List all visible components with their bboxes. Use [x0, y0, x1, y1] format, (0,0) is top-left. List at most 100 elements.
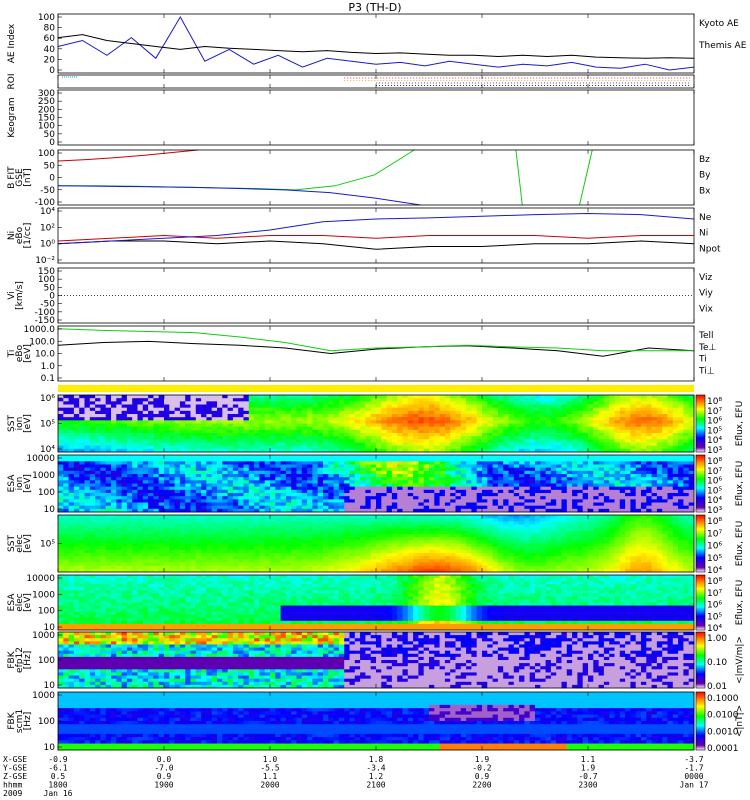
heatmap-cell	[630, 436, 637, 440]
heatmap-cell	[360, 395, 366, 399]
heatmap-cell	[201, 508, 207, 513]
heatmap-cell	[391, 458, 398, 462]
heatmap-cell	[429, 398, 435, 402]
heatmap-cell	[450, 458, 456, 462]
heatmap-cell	[174, 404, 181, 409]
heatmap-cell	[95, 565, 101, 570]
heatmap-cell	[482, 436, 488, 440]
heatmap-cell	[535, 407, 541, 412]
heatmap-cell	[84, 553, 91, 557]
heatmap-cell	[476, 486, 483, 491]
heatmap-cell	[487, 496, 493, 500]
heatmap-cell	[317, 499, 324, 503]
heatmap-cell	[142, 534, 149, 538]
heatmap-cell	[386, 474, 393, 478]
heatmap-cell	[201, 420, 207, 424]
heatmap-cell	[444, 455, 451, 459]
heatmap-cell	[391, 423, 398, 428]
heatmap-cell	[158, 395, 165, 399]
heatmap-cell	[275, 407, 281, 412]
heatmap-cell	[482, 455, 488, 459]
heatmap-cell	[460, 458, 467, 462]
heatmap-cell	[492, 502, 499, 507]
heatmap-cell	[158, 546, 165, 551]
heatmap-cell	[349, 448, 356, 453]
heatmap-cell	[254, 417, 260, 421]
heatmap-cell	[312, 401, 319, 405]
heatmap-cell	[492, 493, 499, 497]
heatmap-cell	[63, 398, 69, 402]
heatmap-cell	[169, 445, 175, 450]
heatmap-cell	[561, 455, 568, 459]
heatmap-cell	[370, 483, 377, 488]
heatmap-cell	[116, 420, 122, 424]
heatmap-cell	[603, 423, 610, 428]
heatmap-cell	[227, 414, 234, 418]
heatmap-cell	[460, 486, 467, 491]
heatmap-cell	[360, 477, 366, 481]
heatmap-cell	[503, 429, 509, 434]
heatmap-cell	[121, 483, 128, 488]
heatmap-cell	[248, 464, 255, 469]
heatmap-cell	[68, 505, 75, 510]
heatmap-cell	[285, 496, 292, 500]
heatmap-cell	[397, 414, 403, 418]
heatmap-cell	[561, 467, 568, 472]
heatmap-cell	[142, 420, 149, 424]
heatmap-cell	[635, 404, 642, 409]
heatmap-cell	[121, 540, 128, 544]
heatmap-cell	[142, 433, 149, 437]
heatmap-cell	[333, 401, 340, 405]
heatmap-cell	[672, 461, 679, 465]
heatmap-cell	[222, 417, 228, 421]
heatmap-cell	[121, 461, 128, 465]
heatmap-cell	[333, 442, 340, 447]
heatmap-cell	[656, 420, 663, 424]
heatmap-cell	[455, 493, 462, 497]
heatmap-cell	[455, 401, 462, 405]
heatmap-cell	[641, 499, 647, 503]
heatmap-cell	[169, 502, 175, 507]
heatmap-cell	[105, 464, 112, 469]
heatmap-cell	[142, 410, 149, 415]
heatmap-cell	[386, 477, 393, 481]
heatmap-cell	[116, 534, 122, 538]
heatmap-cell	[317, 458, 324, 462]
heatmap-cell	[588, 414, 594, 418]
heatmap-cell	[323, 407, 329, 412]
heatmap-cell	[482, 493, 488, 497]
heatmap-cell	[688, 429, 695, 434]
heatmap-cell	[641, 404, 647, 409]
heatmap-cell	[561, 470, 568, 475]
heatmap-cell	[323, 455, 329, 459]
heatmap-cell	[354, 508, 361, 513]
heatmap-cell	[466, 474, 472, 478]
heatmap-cell	[312, 470, 319, 475]
heatmap-cell	[73, 464, 80, 469]
colorbar-tick-label: 10⁴	[707, 496, 722, 506]
heatmap-cell	[338, 499, 345, 503]
heatmap-cell	[418, 470, 425, 475]
heatmap-cell	[593, 439, 599, 443]
heatmap-cell	[407, 474, 414, 478]
heatmap-cell	[232, 398, 239, 402]
heatmap-cell	[402, 439, 409, 443]
heatmap-cell	[455, 410, 462, 415]
heatmap-cell	[174, 439, 181, 443]
heatmap-cell	[535, 477, 541, 481]
heatmap-cell	[497, 502, 504, 507]
heatmap-cell	[413, 467, 419, 472]
colorbar-tick-label: 10⁶	[707, 477, 722, 487]
heatmap-cell	[391, 508, 398, 513]
colorbar-tick-label: 10⁸	[707, 397, 722, 407]
heatmap-cell	[482, 496, 488, 500]
heatmap-cell	[471, 502, 478, 507]
heatmap-cell	[683, 502, 690, 507]
heatmap-cell	[280, 407, 287, 412]
heatmap-cell	[540, 470, 546, 475]
series-line-themis-ae	[57, 34, 695, 59]
heatmap-cell	[254, 414, 260, 418]
heatmap-cell	[630, 417, 637, 421]
heatmap-cell	[391, 461, 398, 465]
heatmap-cell	[365, 508, 372, 513]
